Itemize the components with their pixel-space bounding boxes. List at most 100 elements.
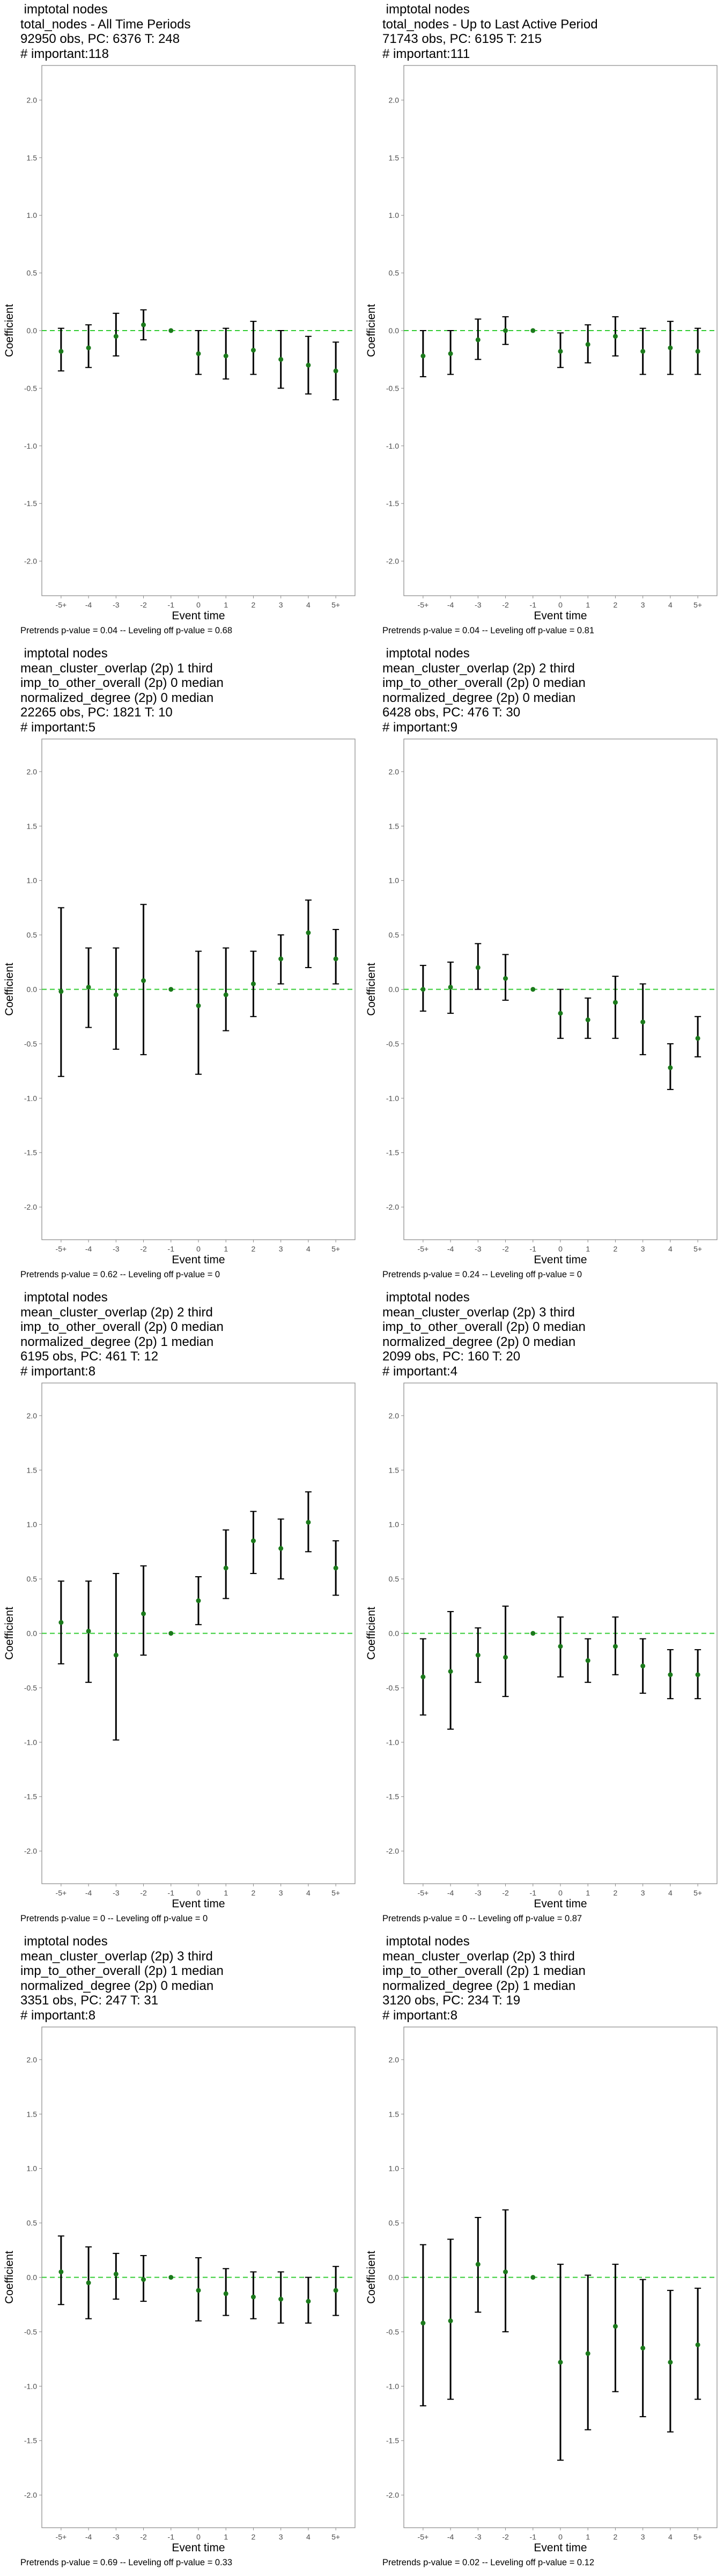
x-tick-label: -1	[530, 2533, 537, 2541]
pvalue-footer: Pretrends p-value = 0 -- Leveling off p-…	[20, 1914, 208, 1923]
data-point	[558, 1644, 563, 1649]
y-tick-label: 1.0	[389, 876, 400, 885]
y-axis-label: Coefficient	[3, 1607, 16, 1660]
chart-canvas: 2.0 1.5 1.0 0.5 0.0 -0.5 -1.0 -1.5 -2.0 -5+ -4 -3 -2…	[3, 2026, 356, 2554]
title-line: total_nodes - Up to Last Active Period	[382, 17, 598, 32]
x-tick-label: -1	[168, 1245, 175, 1253]
data-point	[196, 2288, 201, 2293]
y-tick-label: 1.5	[27, 1466, 38, 1474]
data-point	[668, 2360, 673, 2365]
x-tick-label: -4	[85, 601, 92, 609]
x-tick-label: 3	[641, 1245, 645, 1253]
y-tick-label: -1.5	[386, 1148, 399, 1157]
x-tick-label: 3	[641, 1889, 645, 1897]
data-point	[585, 342, 590, 347]
y-tick-label: -0.5	[24, 384, 37, 392]
title-line: # important:8	[20, 1364, 96, 1379]
x-axis-label: Event time	[172, 1254, 225, 1266]
y-tick-label: -0.5	[24, 1684, 37, 1692]
chart-canvas: 2.0 1.5 1.0 0.5 0.0 -0.5 -1.0 -1.5 -2.0 -5+ -4 -3 -2…	[365, 65, 718, 622]
y-tick-label: 0.5	[389, 269, 400, 277]
title-line: mean_cluster_overlap (2p) 2 third	[382, 661, 575, 676]
x-axis-label: Event time	[172, 1898, 225, 1910]
x-tick-label: -5+	[56, 1889, 67, 1897]
chart-title: imptotal nodes total_nodes - Up to Last A…	[382, 2, 598, 61]
data-point	[668, 1065, 673, 1071]
x-tick-label: 4	[668, 1889, 673, 1897]
title-line: 6428 obs, PC: 476 T: 30	[382, 705, 521, 720]
chart-panel: imptotal nodes mean_cluster_overlap (2p) …	[362, 1288, 724, 1932]
data-point	[306, 2299, 311, 2304]
x-tick-label: 3	[279, 1245, 283, 1253]
pvalue-footer: Pretrends p-value = 0 -- Leveling off p-…	[382, 1914, 582, 1923]
data-point	[333, 956, 338, 962]
x-tick-label: -3	[113, 1245, 120, 1253]
chart-panel: imptotal nodes mean_cluster_overlap (2p) …	[0, 1932, 362, 2576]
data-point	[530, 2275, 536, 2280]
chart-canvas: 2.0 1.5 1.0 0.5 0.0 -0.5 -1.0 -1.5 -2.0 -5+ -4 -3 -2…	[365, 2026, 718, 2554]
pvalue-footer: Pretrends p-value = 0.69 -- Leveling off…	[20, 2558, 233, 2567]
title-line: imptotal nodes	[382, 646, 470, 661]
x-tick-label: -4	[85, 1245, 92, 1253]
data-point	[530, 987, 536, 992]
title-line: normalized_degree (2p) 1 median	[20, 1334, 214, 1349]
data-point	[420, 2321, 426, 2326]
x-tick-label: 4	[306, 2533, 311, 2541]
data-point	[250, 981, 256, 986]
y-tick-label: -2.0	[24, 2491, 37, 2499]
title-line: normalized_degree (2p) 0 median	[20, 1978, 214, 1993]
x-tick-label: -5+	[418, 1889, 429, 1897]
x-tick-label: -2	[140, 601, 147, 609]
x-tick-label: -4	[447, 601, 454, 609]
title-line: imp_to_other_overall (2p) 0 median	[382, 1320, 586, 1334]
y-tick-label: 0.5	[389, 1575, 400, 1583]
x-tick-label: -3	[475, 1889, 482, 1897]
chart-panel: imptotal nodes mean_cluster_overlap (2p) …	[0, 1288, 362, 1932]
data-point	[113, 992, 119, 998]
y-tick-label: 1.0	[27, 2164, 38, 2173]
data-point	[306, 930, 311, 935]
x-tick-label: -1	[168, 2533, 175, 2541]
x-tick-label: -2	[502, 1245, 509, 1253]
data-point	[558, 1011, 563, 1016]
data-point	[420, 987, 426, 992]
x-tick-label: 5+	[693, 2533, 702, 2541]
title-line: imptotal nodes	[382, 1290, 470, 1305]
chart-panel: imptotal nodes total_nodes - Up to Last A…	[362, 0, 724, 644]
x-tick-label: -3	[475, 1245, 482, 1253]
title-line: mean_cluster_overlap (2p) 1 third	[20, 661, 213, 676]
x-tick-label: 0	[558, 1889, 563, 1897]
title-line: imptotal nodes	[20, 1934, 108, 1949]
x-tick-label: 2	[614, 1889, 618, 1897]
data-point	[250, 1538, 256, 1543]
y-tick-label: 0.5	[389, 931, 400, 939]
data-point	[448, 984, 453, 990]
title-line: normalized_degree (2p) 0 median	[382, 1334, 576, 1349]
title-line: imp_to_other_overall (2p) 0 median	[20, 1320, 224, 1334]
y-tick-label: 1.5	[389, 153, 400, 162]
data-point	[420, 353, 426, 358]
y-tick-label: 0.5	[27, 2219, 38, 2227]
y-tick-label: -0.5	[386, 1040, 399, 1048]
data-point	[113, 1652, 119, 1658]
x-tick-label: 4	[306, 1889, 311, 1897]
y-tick-label: -2.0	[386, 1203, 399, 1211]
x-tick-label: 0	[196, 601, 201, 609]
x-tick-label: 5+	[693, 601, 702, 609]
y-tick-label: -1.5	[24, 2436, 37, 2445]
x-tick-label: 4	[668, 2533, 673, 2541]
y-tick-label: -0.5	[386, 384, 399, 392]
data-point	[141, 322, 146, 327]
chart-panel: imptotal nodes mean_cluster_overlap (2p) …	[362, 644, 724, 1288]
title-line: imp_to_other_overall (2p) 0 median	[20, 676, 224, 690]
x-tick-label: 5+	[693, 1245, 702, 1253]
y-axis-label: Coefficient	[365, 2251, 378, 2304]
data-point	[168, 2275, 174, 2280]
data-point	[58, 349, 64, 354]
y-tick-label: 0.5	[27, 931, 38, 939]
title-line: mean_cluster_overlap (2p) 2 third	[20, 1305, 213, 1320]
x-tick-label: -5+	[56, 1245, 67, 1253]
title-line: 3351 obs, PC: 247 T: 31	[20, 1993, 159, 2008]
x-tick-label: -4	[85, 2533, 92, 2541]
y-tick-label: 1.5	[27, 2110, 38, 2118]
